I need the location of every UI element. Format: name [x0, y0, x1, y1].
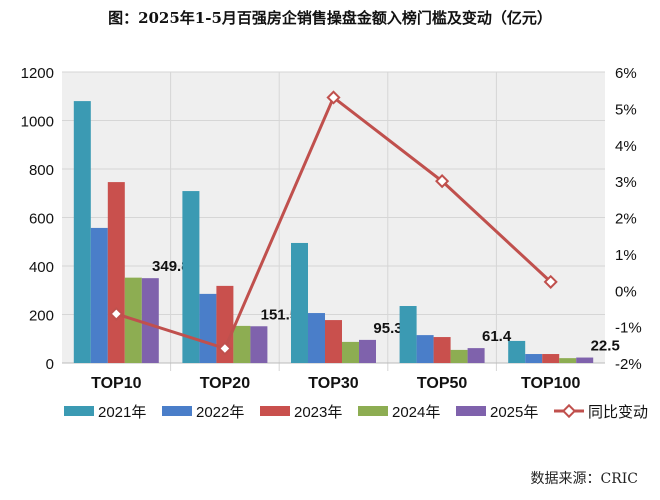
chart-title: 图：2025年1-5月百强房企销售操盘金额入榜门槛及变动（亿元）	[108, 9, 552, 27]
right-axis-tick-label: 5%	[615, 101, 637, 118]
left-axis-tick-label: 1200	[21, 65, 54, 82]
bar-2023-top30	[325, 320, 342, 363]
bar-2022-top50	[416, 335, 434, 363]
bar-2024-top20	[233, 325, 251, 363]
data-label: 151.5	[261, 306, 299, 323]
bar-2024-top100	[559, 358, 577, 363]
bar-2023-top20	[216, 285, 234, 363]
category-label: TOP100	[521, 375, 580, 392]
bar-2024-top50	[450, 349, 468, 363]
legend-label: 同比变动	[588, 404, 648, 421]
right-axis-tick-label: 0%	[615, 283, 637, 300]
left-axis-tick-label: 800	[29, 162, 54, 179]
right-axis-tick-label: -2%	[615, 356, 642, 373]
left-axis-tick-label: 200	[29, 308, 54, 325]
bar-2023-top10	[107, 182, 125, 363]
left-axis-tick-label: 400	[29, 259, 54, 276]
bar-2021-top20	[182, 191, 200, 363]
yoy-marker	[326, 90, 341, 105]
yoy-marker	[109, 306, 124, 321]
bar-2025-top10	[141, 278, 159, 363]
yoy-marker	[217, 341, 232, 356]
legend-label: 2022年	[196, 404, 244, 421]
left-axis-tick-label: 1000	[21, 114, 54, 131]
legend-marker	[561, 403, 577, 419]
bar-2025-top20	[250, 326, 268, 363]
data-label: 349.8	[152, 258, 190, 275]
data-label: 61.4	[482, 328, 512, 345]
left-axis-tick-label: 600	[29, 211, 54, 228]
right-axis-tick-label: 6%	[615, 65, 637, 82]
bar-2021-top50	[399, 306, 417, 363]
data-label: 22.5	[591, 338, 620, 355]
bar-2022-top10	[90, 227, 108, 363]
legend-swatch	[358, 406, 388, 416]
legend-label: 2021年	[98, 404, 146, 421]
category-label: TOP50	[417, 375, 468, 392]
bar-2021-top30	[291, 242, 308, 363]
legend-swatch	[456, 406, 486, 416]
right-axis-tick-label: 3%	[615, 174, 637, 191]
category-label: TOP10	[91, 375, 142, 392]
legend-label: 2024年	[392, 404, 440, 421]
left-axis-tick-label: 0	[46, 356, 54, 373]
bar-2022-top30	[308, 313, 325, 363]
data-label: 95.3	[373, 320, 402, 337]
category-label: TOP30	[308, 375, 359, 392]
bar-2022-top20	[199, 293, 217, 363]
right-axis-tick-label: -1%	[615, 320, 642, 337]
right-axis-tick-label: 4%	[615, 138, 637, 155]
right-axis-tick-label: 2%	[615, 211, 637, 228]
bar-2025-top50	[467, 348, 485, 363]
yoy-marker	[543, 274, 558, 289]
legend-swatch	[64, 406, 94, 416]
bar-2023-top100	[542, 354, 560, 363]
bar-2023-top50	[433, 337, 451, 363]
bar-2022-top100	[525, 354, 543, 363]
yoy-marker	[435, 174, 450, 189]
legend-label: 2023年	[294, 404, 342, 421]
legend-swatch	[162, 406, 192, 416]
bar-2021-top100	[508, 340, 526, 363]
right-axis-tick-label: 1%	[615, 247, 637, 264]
legend-label: 2025年	[490, 404, 538, 421]
bar-2024-top30	[342, 341, 359, 363]
bar-2025-top100	[576, 357, 594, 363]
category-label: TOP20	[200, 375, 251, 392]
source-note: 数据来源：CRIC	[530, 471, 639, 487]
legend-swatch	[260, 406, 290, 416]
bar-2021-top10	[73, 101, 91, 363]
bar-2025-top30	[359, 339, 376, 363]
